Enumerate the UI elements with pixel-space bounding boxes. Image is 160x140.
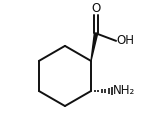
Text: NH₂: NH₂: [113, 85, 135, 97]
Text: O: O: [91, 2, 101, 15]
Text: OH: OH: [117, 34, 135, 47]
Polygon shape: [91, 33, 98, 61]
